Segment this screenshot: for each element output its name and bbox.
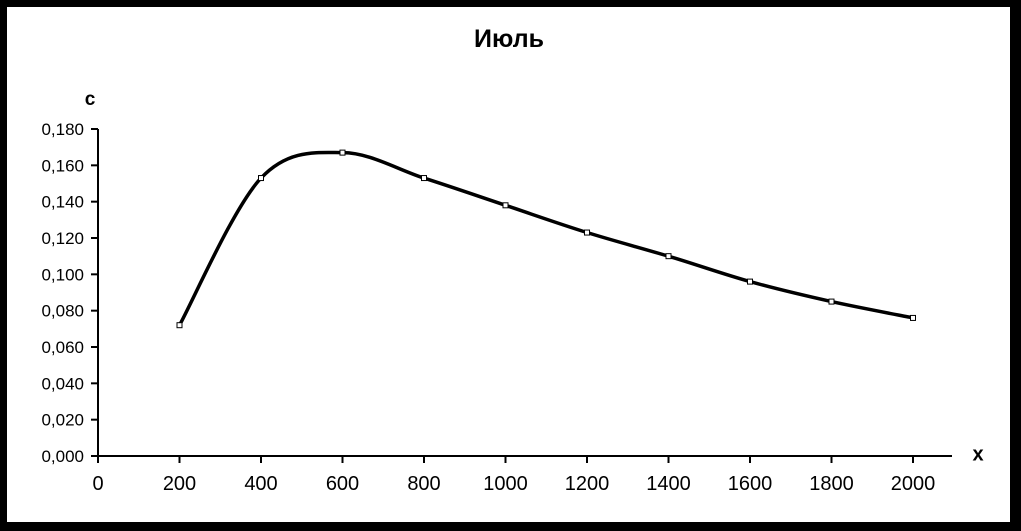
data-point-marker [910,314,916,321]
y-tick-label: 0,100 [41,265,84,284]
x-tick-label: 1400 [646,473,691,495]
y-tick-label: 0,060 [41,338,84,357]
x-tick-label: 1800 [809,473,854,495]
x-tick-label: 2000 [891,473,936,495]
x-tick-label: 1600 [728,473,773,495]
y-tick-label: 0,160 [41,156,84,175]
y-tick-label: 0,020 [41,411,84,430]
y-tick-label: 0,080 [41,302,84,321]
series-line [177,150,915,327]
y-tick-label: 0,120 [41,229,84,248]
x-tick-label: 800 [407,473,440,495]
x-tick-label: 400 [244,473,277,495]
data-point-marker [502,202,509,209]
y-tick-label: 0,140 [41,193,84,212]
data-point-marker [339,149,346,156]
x-tick-label: 600 [326,473,359,495]
x-tick-label: 200 [163,473,196,495]
y-axis-title: c [84,89,96,110]
data-point-marker [665,253,672,260]
y-tick-label: 0,000 [41,447,84,466]
y-tick-label: 0,180 [41,120,84,139]
x-tick-label: 0 [92,473,103,495]
data-point-marker [747,278,753,285]
chart-title: Июль [474,25,544,53]
data-point-marker [176,322,183,329]
data-point-marker [421,175,427,182]
data-point-marker [258,175,264,182]
data-point-marker [828,298,835,305]
x-tick-label: 1200 [565,473,610,495]
data-point-marker [584,229,590,236]
y-tick-label: 0,040 [41,374,84,393]
x-axis-title: x [972,443,984,466]
x-tick-label: 1000 [483,473,528,495]
